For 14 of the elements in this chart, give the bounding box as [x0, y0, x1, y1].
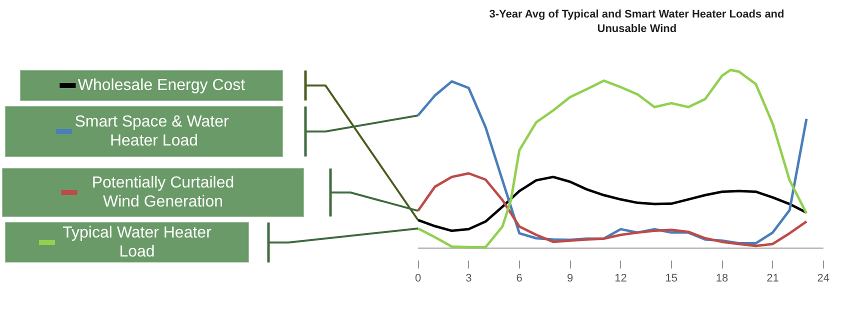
x-tick-label: 18	[716, 272, 728, 284]
x-tick-label: 3	[466, 272, 472, 284]
x-tick-label: 9	[566, 272, 574, 284]
x-tick-label: 21	[766, 272, 779, 284]
x-tick-label: 12	[614, 272, 627, 284]
legend-label: Smart Space & Water Heater Load	[74, 114, 230, 150]
legend-label: Typical Water Heater Load	[62, 224, 212, 260]
legend-label: Wholesale Energy Cost	[78, 77, 246, 94]
x-tick-label: 6	[516, 272, 522, 284]
x-tick-label: 0	[414, 272, 422, 284]
legend-label: Potentially Curtailed Wind Generation	[92, 174, 234, 210]
chart-title: 3-Year Avg of Typical and Smart Water Heater Loads and Unusable Wind	[489, 8, 784, 35]
x-tick-label: 15	[665, 272, 678, 284]
x-tick-label: 24	[817, 272, 830, 284]
